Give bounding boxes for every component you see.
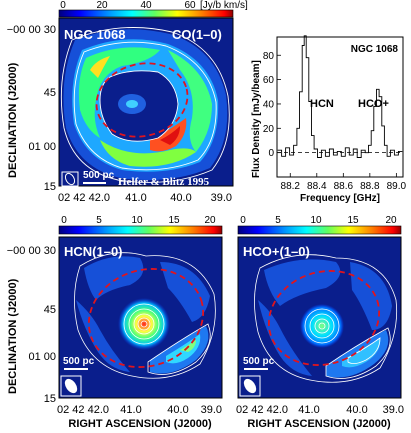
spectrum-y-tick-0: 0 [268,148,274,159]
co-ra-tick-0: 02 42 42.0 [58,192,110,204]
co-map-frame [58,17,234,187]
hcn-ra-tick-0: 02 42 42.0 [57,404,109,416]
spectrum-y-label: Flux Density [mJy/beam] [251,60,262,178]
hcn-cb-tick-2: 10 [131,215,143,226]
hcn-dec-tick-2: 01 00 [28,351,56,363]
co-dec-tick-0: −00 00 30 [7,24,56,36]
hcop-ra-tick-0: 02 42 42.0 [236,404,288,416]
bottom-colorbars: 0 5 10 15 20 0 5 10 15 20 [58,215,402,235]
hcop-map-frame [237,236,402,399]
co-ra-tick-1: 41.0 [125,192,146,204]
co-dec-tick-3: 15 [44,181,56,193]
hcop-colorbar [237,225,402,235]
hcop-map-emission [258,259,392,378]
hcn-panel: HCN(1–0) 500 pc −00 00 30 45 01 00 15 02… [7,236,223,430]
co-scale-label: 500 pc [83,170,115,181]
hcn-dec-tick-1: 45 [44,304,56,316]
hcn-line-label: HCN(1–0) [64,244,123,259]
co-ra-tick-2: 40.0 [170,192,191,204]
co-colorbar-tick-0: 0 [60,0,66,11]
hcop-cb-tick-2: 10 [310,215,322,226]
spectrum-y-tick-2: 40 [263,99,275,110]
co-colorbar-tick-2: 40 [140,0,152,11]
hcop-contours [254,254,397,383]
spectrum-x-tick-2: 88.6 [334,181,354,192]
hcn-cb-tick-1: 5 [96,215,102,226]
hcn-x-label: RIGHT ASCENSION (J2000) [68,418,212,430]
hcop-beam-icon [243,378,257,394]
co-dec-tick-2: 01 00 [28,141,56,153]
co-colorbar-unit: [Jy/b km/s] [200,0,248,11]
hcn-beam-icon [64,378,78,394]
co-credit: Helfer & Blitz 1995 [118,176,210,188]
spectrum-y-tick-1: 20 [263,124,275,135]
co-colorbar-tick-1: 20 [96,0,108,11]
hcop-beam-box [239,375,261,397]
spectrum-line [277,35,403,158]
co-colorbar [58,9,234,18]
hcop-ra-tick-2: 40.0 [346,404,367,416]
hcop-cb-tick-0: 0 [240,215,246,226]
spectrum-x-label: Frequency [GHz] [300,193,380,204]
hcop-line-label: HCO+(1–0) [243,244,310,259]
dec-axis-label-bottom: DECLINATION (J2000) [7,278,19,394]
spectrum-x-tick-1: 88.4 [307,181,327,192]
hcn-ra-tick-1: 41.0 [120,404,141,416]
spectrum-y-tick-4: 80 [263,51,275,62]
hcop-x-label: RIGHT ASCENSION (J2000) [247,418,391,430]
hcop-cb-tick-1: 5 [275,215,281,226]
hcn-contours [74,252,216,379]
hcn-cb-tick-3: 15 [168,215,180,226]
hcop-panel: HCO+(1–0) 500 pc 02 42 42.0 41.0 40.0 39… [236,236,404,430]
hcop-cb-tick-3: 15 [347,215,359,226]
co-ra-tick-3: 39.0 [211,192,232,204]
spectrum-x-tick-3: 88.8 [360,181,380,192]
co-map-emission [63,29,228,181]
spectrum-x-tick-0: 88.2 [281,181,301,192]
spectrum-x-tick-4: 89.0 [387,181,407,192]
co-colorbar-tick-3: 60 [184,0,196,11]
hcn-cb-tick-4: 20 [204,215,216,226]
hcn-dec-tick-0: −00 00 30 [7,245,56,257]
co-beam-icon [64,172,76,186]
co-panel: 0 20 40 60 [Jy/b km/s] NGC 1068 CO(1–0) [7,0,248,204]
hcn-scale-label: 500 pc [63,356,95,367]
spectrum-label-hcn: HCN [310,98,334,110]
co-dashed-ring [95,62,189,138]
co-galaxy-label: NGC 1068 [64,27,125,42]
hcop-scale-label: 500 pc [243,356,275,367]
spectrum-y-tick-3: 60 [263,75,275,86]
spectrum-title: NGC 1068 [351,44,399,55]
hcop-ra-tick-1: 41.0 [298,404,319,416]
hcn-ra-tick-3: 39.0 [201,404,222,416]
hcn-dec-tick-3: 15 [44,393,56,405]
hcn-colorbar [58,225,223,235]
dec-axis-label-top: DECLINATION (J2000) [7,62,19,178]
hcn-beam-box [60,375,82,397]
hcop-ra-tick-3: 39.0 [383,404,404,416]
spectrum-label-hcop: HCO+ [358,98,389,110]
hcn-ra-tick-2: 40.0 [167,404,188,416]
hcn-map-frame [58,236,223,399]
hcop-dashed-ring [267,270,381,366]
co-beam-box [61,171,79,187]
hcop-cb-tick-4: 20 [385,215,397,226]
spectrum-panel: NGC 1068 HCN HCO+ 0 20 40 60 80 88.2 88.… [251,35,407,204]
hcn-cb-tick-0: 0 [61,215,67,226]
hcn-dashed-ring [87,268,205,368]
co-line-label: CO(1–0) [172,27,222,42]
co-dec-tick-1: 45 [44,87,56,99]
co-contours [60,27,230,183]
